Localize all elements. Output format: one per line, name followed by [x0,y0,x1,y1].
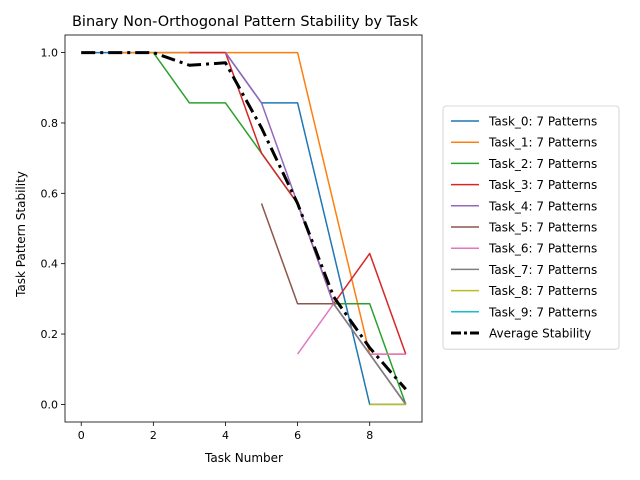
legend-label-6: Task_6: 7 Patterns [488,242,597,256]
series-lines [81,51,407,406]
legend-label-2: Task_2: 7 Patterns [488,157,597,171]
y-axis-label: Task Pattern Stability [14,171,28,298]
legend-label-7: Task_7: 7 Patterns [488,263,597,277]
series-line-0 [81,51,406,406]
x-tick-label: 2 [150,429,157,442]
x-tick-label: 8 [366,429,373,442]
x-tick-label: 6 [294,429,301,442]
legend-label-1: Task_1: 7 Patterns [488,136,597,150]
legend: Task_0: 7 Patterns Task_1: 7 Patterns Task… [442,105,620,350]
y-tick-label: 0.0 [41,398,59,411]
legend-frame [442,105,620,350]
legend-label-4: Task_4: 7 Patterns [488,199,597,213]
x-tick-label: 0 [78,429,85,442]
plot-area [64,34,423,423]
legend-label-0: Task_0: 7 Patterns [488,115,597,129]
y-axis-ticks: 0.0 0.2 0.4 0.6 0.8 1.0 [41,47,65,411]
y-tick-label: 0.6 [41,187,59,200]
y-tick-label: 1.0 [41,47,59,60]
legend-label-8: Task_8: 7 Patterns [488,284,597,298]
legend-label-10: Average Stability [489,327,591,341]
series-line-1 [117,51,406,355]
series-line-4 [224,52,407,405]
y-tick-label: 0.2 [41,328,59,341]
chart-title: Binary Non-Orthogonal Pattern Stability … [72,14,419,30]
series-line-7 [333,303,407,405]
legend-label-9: Task_9: 7 Patterns [488,305,597,319]
plot-frame [64,34,423,423]
legend-label-5: Task_5: 7 Patterns [488,221,597,235]
legend-label-3: Task_3: 7 Patterns [488,178,597,192]
y-tick-label: 0.8 [41,117,59,130]
series-line-10 [81,51,407,391]
x-axis-label: Task Number [204,451,283,465]
y-tick-label: 0.4 [41,258,59,271]
x-axis-ticks: 0 2 4 6 8 [78,422,373,442]
x-tick-label: 4 [222,429,229,442]
